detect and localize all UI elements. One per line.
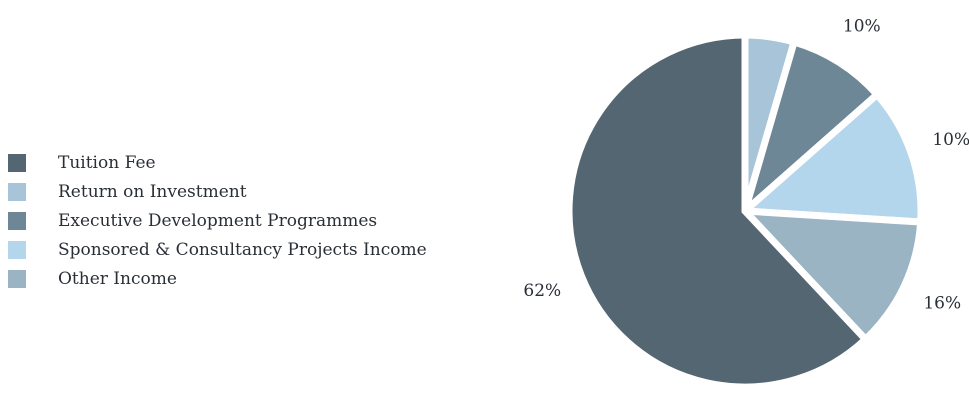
legend-swatch-other-income [8,269,26,288]
legend-label-return-on-investment: Return on Investment [58,181,247,202]
legend-label-other-income: Other Income [58,268,177,289]
legend-item-executive-development-programmes: Executive Development Programmes [8,206,427,235]
pie-slice-labels: 2% 10% 10% 16% 62% [523,0,969,313]
pie-slices [565,31,925,391]
legend-swatch-sponsored-consultancy [8,240,26,259]
pie-slice-label-return-on-investment: 2% [762,0,789,5]
legend-label-sponsored-consultancy: Sponsored & Consultancy Projects Income [58,239,427,260]
legend-item-return-on-investment: Return on Investment [8,177,427,206]
legend-item-other-income: Other Income [8,264,427,293]
pie-slice-label-tuition-fee: 62% [523,281,561,301]
pie-slice-label-other-income: 16% [923,293,961,313]
legend-item-sponsored-consultancy: Sponsored & Consultancy Projects Income [8,235,427,264]
pie-slice-label-executive-development-programmes: 10% [843,16,881,36]
legend-label-executive-development-programmes: Executive Development Programmes [58,210,378,231]
legend-swatch-executive-development-programmes [8,211,26,230]
chart-legend: Tuition Fee Return on Investment Executi… [8,148,427,293]
legend-item-tuition-fee: Tuition Fee [8,148,427,177]
pie-slice-other-income [736,206,925,345]
legend-label-tuition-fee: Tuition Fee [58,152,156,173]
legend-swatch-return-on-investment [8,182,26,201]
legend-swatch-tuition-fee [8,153,26,172]
pie-slice-tuition-fee [565,31,871,391]
pie-slice-label-sponsored-consultancy-projects-income: 10% [932,130,969,150]
pie-slice-sponsored-consultancy-projects-income [736,89,925,226]
